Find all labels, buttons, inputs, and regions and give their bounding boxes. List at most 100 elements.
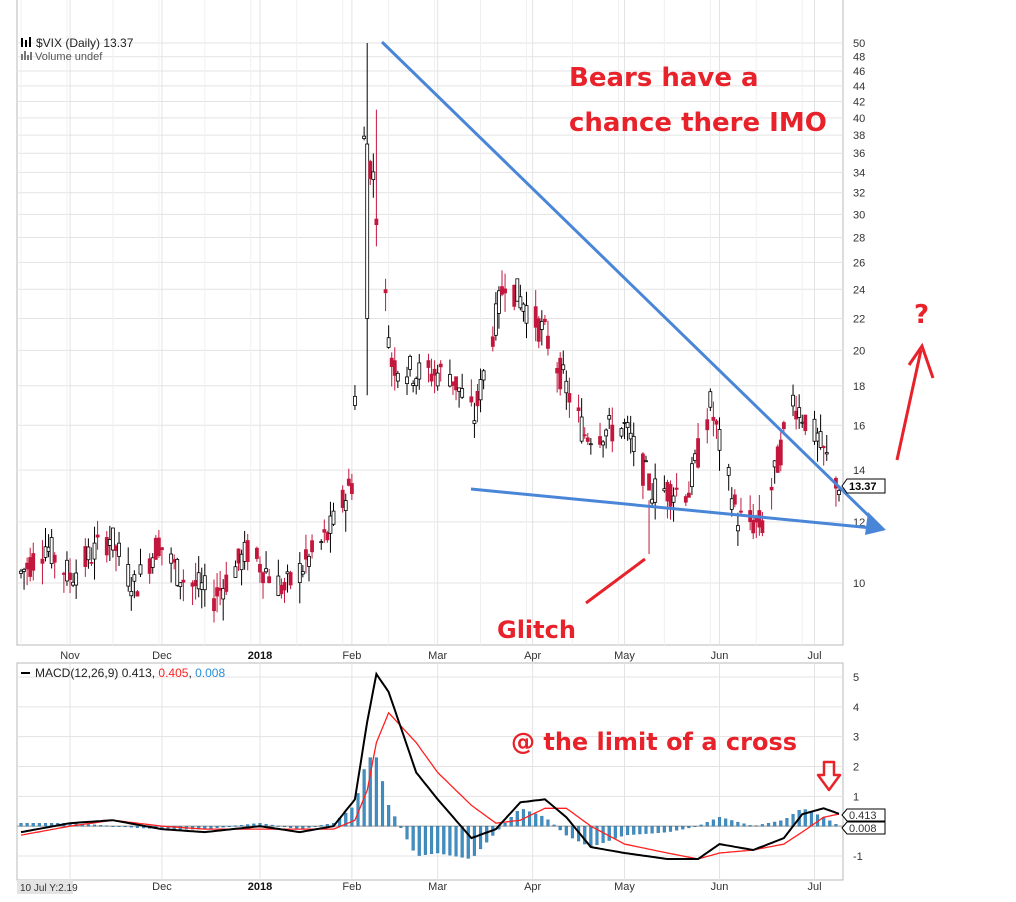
macd-histogram-bar: [736, 821, 740, 827]
candle-body: [478, 379, 483, 401]
candle-body: [481, 370, 486, 381]
candle-body: [178, 582, 183, 588]
candle-body: [558, 357, 563, 390]
candle-body: [619, 428, 624, 437]
macd-histogram-bar: [423, 826, 427, 855]
macd-histogram-bar: [448, 826, 452, 856]
bears-note-line-1: Bears have a: [569, 63, 759, 93]
candlestick-icon: [21, 37, 31, 47]
macd-histogram-bar: [809, 811, 813, 827]
price-y-tick-label: 50: [853, 38, 865, 50]
candle-body: [579, 416, 584, 442]
candle-body: [598, 436, 602, 445]
histogram-last-value: 0.008: [849, 823, 877, 835]
last-price-marker: 13.37: [841, 478, 886, 494]
price-x-tick-label: Feb: [342, 650, 361, 662]
macd-histogram-bar: [479, 826, 483, 850]
macd-histogram-bar: [289, 826, 293, 828]
candle-body: [803, 414, 808, 432]
macd-histogram-bar: [785, 818, 789, 827]
macd-x-tick-label: Feb: [342, 881, 361, 893]
price-subtitle: Volume undef: [35, 51, 103, 63]
price-y-tick-label: 20: [853, 345, 865, 357]
candle-body: [711, 416, 716, 421]
candle-body: [300, 571, 305, 575]
candle-body: [160, 547, 164, 551]
candle-body: [258, 564, 262, 573]
candle-body: [518, 296, 523, 309]
macd-histogram-bar: [246, 824, 250, 827]
macd-histogram-bar: [564, 826, 568, 836]
candle-body: [426, 360, 431, 368]
candle-body: [126, 564, 131, 587]
macd-histogram-bar: [675, 826, 679, 831]
macd-histogram-bar: [387, 805, 391, 827]
macd-x-tick-label: Jul: [807, 881, 821, 893]
price-y-tick-label: 48: [853, 52, 865, 64]
price-y-tick-label: 34: [853, 167, 865, 179]
price-x-axis: Nov Dec 2018 Feb Mar Apr May Jun Jul: [60, 650, 821, 662]
candle-body: [472, 420, 477, 424]
candle-body: [739, 510, 743, 513]
candle-body: [212, 598, 216, 612]
price-y-tick-label: 44: [853, 81, 865, 93]
price-x-tick-label: Jun: [711, 650, 729, 662]
macd-y-tick-label: -1: [853, 851, 863, 863]
candle-body: [542, 318, 547, 323]
candle-body: [760, 520, 765, 534]
macd-histogram-bar: [773, 821, 777, 827]
candle-body: [454, 376, 458, 391]
candle-body: [362, 135, 367, 139]
macd-x-tick-label: May: [614, 881, 635, 893]
candle-body: [218, 587, 223, 591]
macd-histogram-bar: [307, 826, 311, 828]
macd-histogram-bar: [632, 826, 636, 835]
svg-text:MACD(12,26,9) 0.413, 0.405, 0.: MACD(12,26,9) 0.413, 0.405, 0.008: [35, 666, 225, 680]
candlesticks: [19, 43, 841, 623]
price-y-tick-label: 42: [853, 96, 865, 108]
candle-body: [604, 429, 609, 437]
candle-body: [279, 584, 284, 595]
candle-body: [28, 557, 33, 577]
candle-body: [255, 547, 259, 559]
candle-body: [628, 432, 633, 440]
macd-histogram-bar: [472, 826, 476, 856]
macd-histogram-bar: [344, 812, 348, 827]
macd-x-tick-label: Dec: [152, 881, 172, 893]
candle-body: [490, 336, 495, 347]
macd-histogram-bar: [25, 823, 29, 827]
candle-body: [199, 582, 204, 590]
candle-body: [772, 460, 777, 468]
candle-body: [515, 278, 520, 302]
price-x-tick-label: Nov: [60, 650, 80, 662]
candle-body: [821, 446, 826, 449]
macd-histogram-bar: [766, 823, 771, 827]
candle-body: [693, 453, 697, 461]
candle-body: [607, 415, 612, 420]
macd-histogram-bar: [209, 826, 213, 829]
macd-histogram-bar: [411, 826, 415, 851]
volume-bars-icon: [21, 51, 32, 60]
macd-histogram-bar: [681, 826, 685, 830]
macd-histogram-bar: [282, 826, 287, 828]
candle-body: [524, 305, 529, 324]
candle-body: [52, 554, 57, 563]
macd-histogram-bar: [264, 823, 268, 827]
candle-body: [791, 394, 795, 407]
macd-legend-value: 0.413: [122, 666, 152, 680]
candle-body: [221, 588, 226, 600]
macd-histogram-bar: [301, 826, 305, 829]
candle-body: [815, 432, 820, 442]
candle-body: [757, 510, 762, 528]
candle-body: [202, 575, 207, 591]
candle-body: [68, 572, 72, 580]
macd-histogram-bar: [436, 826, 440, 854]
macd-y-tick-label: 2: [853, 762, 859, 774]
candle-body: [297, 563, 302, 584]
breakout-arrow-icon: [895, 342, 935, 461]
candle-body: [31, 553, 36, 571]
macd-histogram-bar: [19, 823, 23, 827]
macd-histogram-bar: [717, 817, 722, 827]
macd-histogram-bar: [86, 824, 90, 827]
candle-body: [536, 318, 541, 342]
